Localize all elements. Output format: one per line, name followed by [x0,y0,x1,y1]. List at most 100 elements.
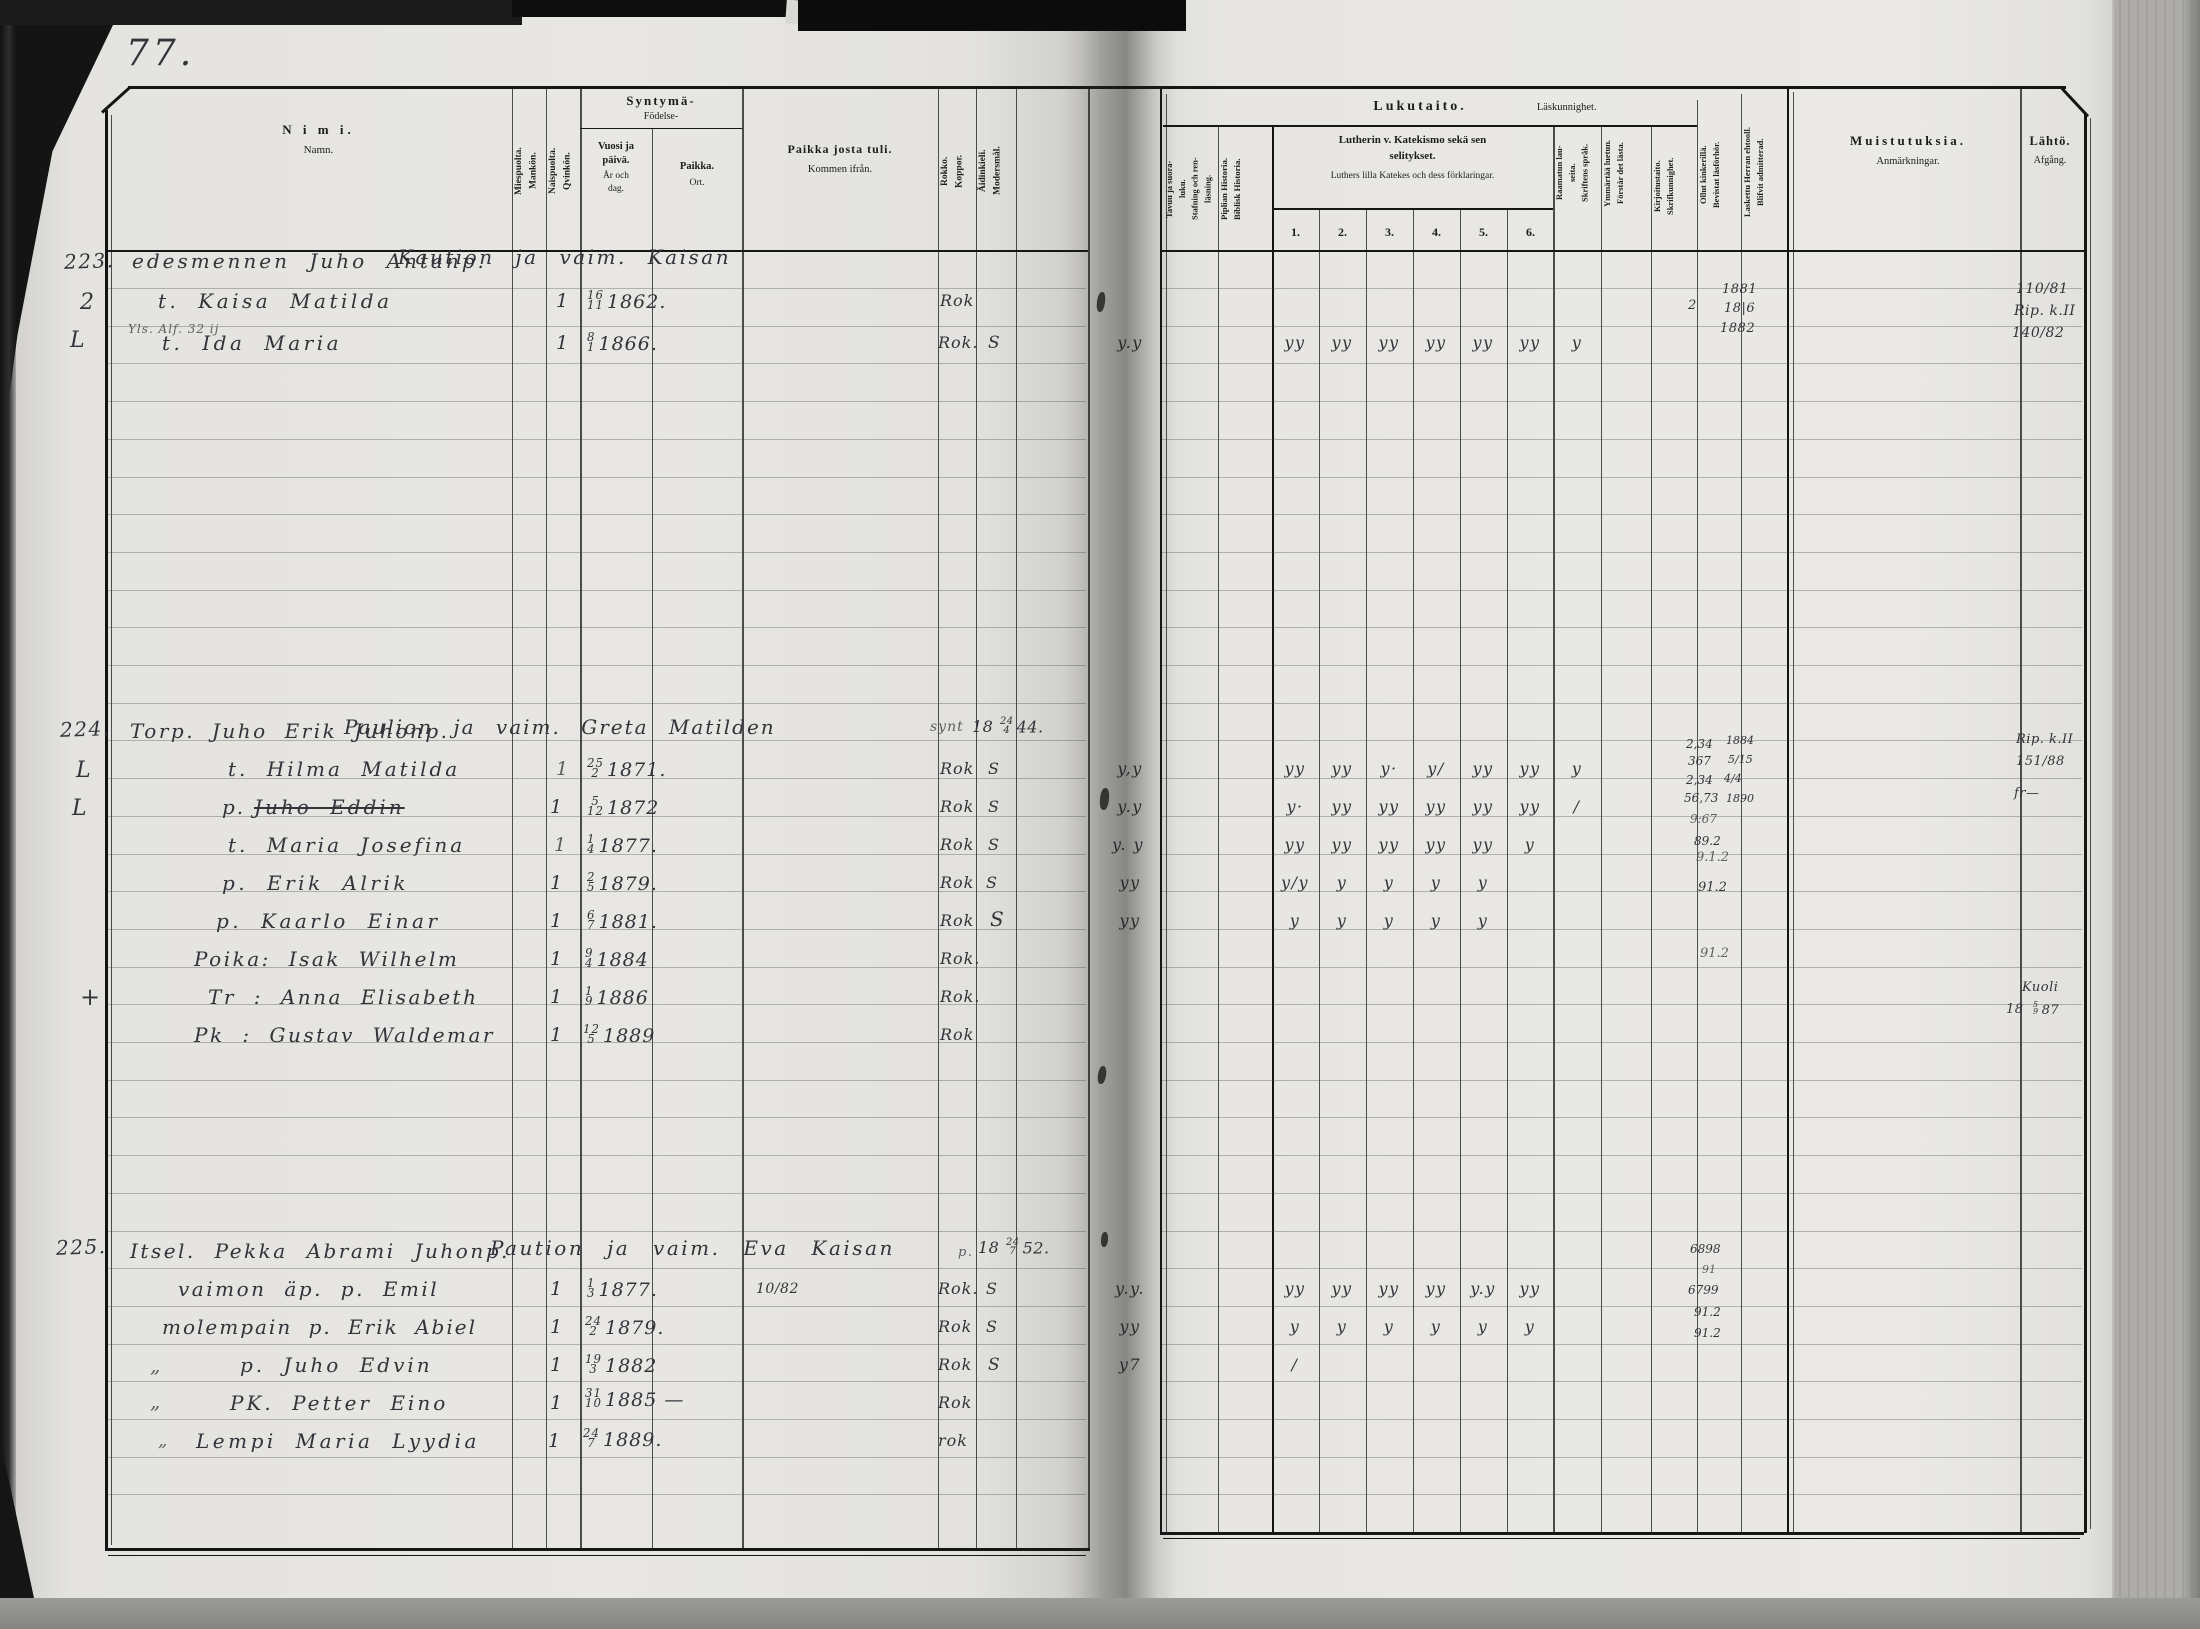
column-line [1507,208,1508,1532]
handwritten-text: 25 2 1871. [587,755,667,781]
handwritten-text: p. [958,1244,974,1260]
handwritten-text: 5 12 1872 [587,793,660,819]
handwritten-text: t. Hilma Matilda [228,757,461,781]
reading-mark: yy [1472,759,1494,778]
rule-line [108,401,1086,403]
handwritten-text: Rok [940,835,975,854]
left-page-paper [16,6,1102,1612]
col-header-miespuolta: Miespuolta. Mankön. [514,147,539,195]
handwritten-text: S [988,759,1001,778]
rule-line [108,1456,1086,1458]
reading-mark: y [1430,911,1442,930]
reading-mark: y [1477,911,1489,930]
column-line [1088,88,1090,1548]
handwritten-text: Rok [940,873,975,892]
col-header-josta-tuli: Paikka josta tuli. Kommen ifrån. [742,142,938,176]
reading-mark: y [1430,1317,1442,1336]
handwritten-text: 2,34 [1686,737,1713,751]
handwritten-text: PK. Petter Eino [230,1391,449,1415]
reading-mark: y.y [1470,1279,1496,1298]
reading-mark: yy [1425,835,1447,854]
handwritten-text: 12 5 1889 [583,1021,656,1047]
rule-line [1162,476,2082,478]
scan-right-edge [2182,0,2200,1629]
handwritten-text: 89.2 [1694,834,1721,848]
rule-line [108,589,1086,591]
handwritten-text: synt [930,719,964,735]
handwritten-text: 31 10 1885 — [585,1385,685,1411]
col-header-ymmartaa-luetun: Ymmärtää luetun. Förstår det lästa. [1602,139,1625,207]
date-fraction: 31 10 [585,1385,602,1411]
group-header-katekismus-sv: Luthers lilla Katekes och dess förklarin… [1330,170,1495,181]
handwritten-text: 1 [550,871,564,894]
col-header-vuosi-sv: År och dag. [602,171,630,194]
reading-mark: y,y [1117,761,1143,777]
col-header-raamatun-lauseita: Raamatun lau- seita. Skriftens språk. [1554,143,1590,203]
handwritten-text: 1 [550,795,564,818]
col-header-nimi: N i m i. Namn. [125,122,512,157]
rule-line [1162,1079,2082,1081]
reading-mark: y [1289,1317,1301,1336]
reading-mark: y [1336,1317,1348,1336]
column-line [1272,125,1274,1532]
deceased-cross-mark: + [80,983,102,1011]
entry-number: 223. [63,248,115,274]
handwritten-text: p. Juho Edvin [240,1353,433,1377]
handwritten-text: 2 [1688,297,1698,313]
col-header-lahto-fi: Lähtö. [2029,134,2071,148]
handwritten-text: 1881 [1722,281,1758,297]
rule-line [108,1305,1086,1307]
handwritten-text: S [986,873,999,892]
column-line [976,88,978,1548]
reading-mark: yy [1425,1279,1447,1298]
handwritten-text: 1 [554,833,568,856]
handwritten-text: p. Kaarlo Einar [216,909,441,933]
rule-line [1162,1230,2082,1232]
handwritten-text: 18 [978,1238,1000,1257]
handwritten-text: t. Maria Josefina [228,833,466,857]
col-header-lahto: Lähtö. Afgång. [2018,133,2082,167]
rule-line [1162,1004,2082,1006]
col-header-piplian-historia: Piplian Historia. Biblisk Historia. [1219,157,1243,221]
handwritten-text: Juho Eddin [254,795,405,819]
rule-line [1162,363,2082,365]
col-header-paikka: Paikka. Ort. [652,160,742,189]
handwritten-text: 140/82 [2012,325,2065,341]
rule-line [1162,514,2082,516]
rule-line [108,551,1086,553]
reading-mark: y.y [1117,799,1143,815]
reading-mark: yy [1331,1279,1353,1298]
reading-mark: y [1477,1317,1489,1336]
handwritten-text: 1 [550,1277,564,1300]
handwritten-text: Rok [940,797,975,816]
handwritten-text: 56,73 [1684,791,1719,805]
reading-mark: yy [1119,875,1140,891]
rule-line [108,438,1086,440]
reading-mark: y [1383,1317,1395,1336]
column-line [1218,125,1220,1532]
reading-mark: yy [1519,1279,1541,1298]
handwritten-text: 2 5 1879. [587,869,658,895]
book-gutter-shadow [1062,0,1178,1616]
handwritten-text: 8 1 1866. [587,329,658,355]
column-line [938,88,940,1548]
rule-line [1162,853,2082,855]
handwritten-text: Rok [940,759,975,778]
handwritten-text: 91 [1702,1262,1716,1276]
handwritten-text: 16 11 1862. [587,287,667,313]
frame-line [105,1548,1090,1551]
handwritten-text: S [988,797,1001,816]
handwritten-text: fr— [2014,785,2040,801]
handwritten-text: 6 7 1881. [587,907,658,933]
col-header-lahto-sv: Afgång. [2033,155,2067,167]
reading-mark: y [1430,873,1442,892]
column-line [2020,88,2022,1532]
reading-mark: y [1336,911,1348,930]
rule-line [1162,325,2082,327]
reading-mark: yy [1284,835,1306,854]
reading-mark: y· [1286,797,1304,816]
rule-line [108,1494,1086,1496]
col-header-josta-tuli-sv: Kommen ifrån. [807,163,873,175]
handwritten-text: vaimon äp. p. Emil [178,1277,440,1301]
